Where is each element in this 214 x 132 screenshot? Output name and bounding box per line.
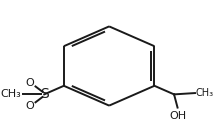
Text: O: O (25, 77, 34, 88)
Text: S: S (40, 87, 49, 101)
Text: OH: OH (169, 111, 186, 121)
Text: CH₃: CH₃ (196, 88, 214, 98)
Text: O: O (25, 101, 34, 111)
Text: CH₃: CH₃ (0, 89, 21, 99)
